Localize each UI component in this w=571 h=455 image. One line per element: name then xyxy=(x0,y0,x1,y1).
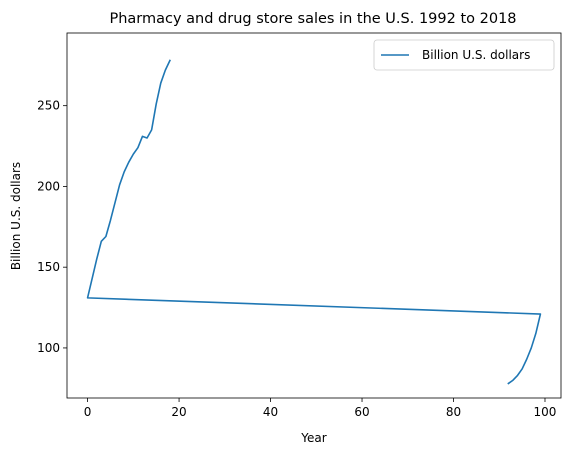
legend-box xyxy=(373,39,555,71)
x-tick-label: 80 xyxy=(446,405,461,419)
data-point xyxy=(136,146,139,149)
plot-frame xyxy=(66,32,562,399)
chart-title: Pharmacy and drug store sales in the U.S… xyxy=(109,11,516,27)
data-point xyxy=(521,367,524,370)
data-point xyxy=(534,332,537,335)
data-point xyxy=(516,374,519,377)
y-tick-label: 200 xyxy=(37,179,60,193)
data-point xyxy=(507,382,510,385)
legend: Billion U.S. dollars xyxy=(373,39,555,71)
x-tick-label: 40 xyxy=(263,405,278,419)
y-axis-ticks: 100 150 200 250 xyxy=(37,99,67,355)
data-point xyxy=(141,135,144,138)
data-point xyxy=(123,170,126,173)
x-tick-label: 60 xyxy=(354,405,369,419)
data-point xyxy=(86,296,89,299)
y-tick-label: 150 xyxy=(37,260,60,274)
data-point xyxy=(132,153,135,156)
data-point xyxy=(150,128,153,131)
data-point xyxy=(100,240,103,243)
data-point xyxy=(155,103,158,106)
data-point xyxy=(91,277,94,280)
data-point xyxy=(164,69,167,72)
data-point xyxy=(525,358,528,361)
data-point xyxy=(159,82,162,85)
y-tick-label: 100 xyxy=(37,341,60,355)
data-point xyxy=(104,235,107,238)
plot-area xyxy=(86,59,542,385)
data-point xyxy=(95,258,98,261)
x-axis-ticks: 0 20 40 60 80 100 xyxy=(84,398,557,419)
y-tick-label: 250 xyxy=(37,99,60,113)
data-point xyxy=(109,219,112,222)
data-point xyxy=(146,136,149,139)
x-axis-label: Year xyxy=(300,431,326,445)
data-point xyxy=(127,161,130,164)
series-line xyxy=(86,59,542,385)
data-point xyxy=(511,379,514,382)
x-tick-label: 100 xyxy=(534,405,557,419)
data-point xyxy=(530,346,533,349)
data-point xyxy=(118,183,121,186)
data-point xyxy=(114,201,117,204)
legend-entry-label: Billion U.S. dollars xyxy=(422,48,530,62)
data-point xyxy=(539,313,542,316)
x-tick-label: 20 xyxy=(171,405,186,419)
data-point xyxy=(168,59,171,62)
x-tick-label: 0 xyxy=(84,405,92,419)
y-axis-label: Billion U.S. dollars xyxy=(9,162,23,270)
